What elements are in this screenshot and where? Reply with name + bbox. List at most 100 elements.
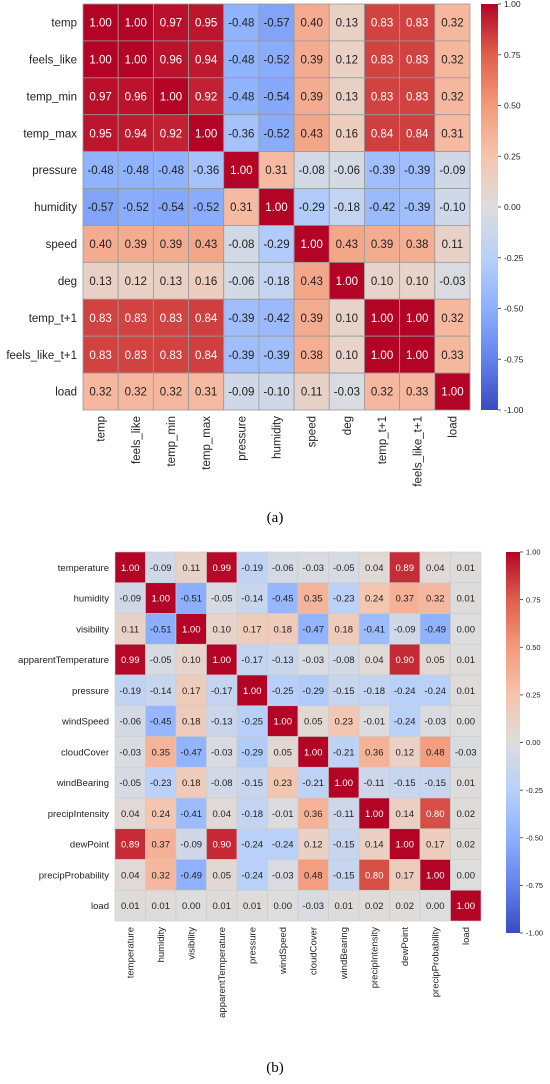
heatmap-cell [419, 766, 451, 799]
cell-value-label: 0.10 [371, 276, 393, 288]
cell-value-label: 0.13 [160, 276, 182, 288]
heatmap-cell [206, 766, 238, 799]
x-tick-label: cloudCover [309, 927, 320, 975]
heatmap-cell [82, 77, 119, 116]
cell-value-label: 1.00 [160, 91, 182, 103]
cell-value-label: -0.15 [394, 778, 416, 789]
heatmap-cell [328, 643, 360, 676]
cell-value-label: -0.49 [424, 624, 446, 635]
cell-value-label: 0.83 [160, 313, 182, 325]
heatmap-cell [450, 705, 482, 737]
heatmap-cell [82, 151, 119, 189]
cell-value-label: 0.83 [406, 55, 428, 67]
cell-value-label: 0.32 [426, 594, 445, 605]
heatmap-cell [175, 674, 207, 707]
cell-value-label: 0.84 [195, 313, 218, 325]
heatmap-cell [114, 643, 146, 676]
y-tick-label: dewPoint [70, 840, 109, 851]
cell-value-label: -0.25 [241, 717, 263, 728]
cell-value-label: 0.38 [300, 350, 322, 362]
cell-value-label: 0.83 [371, 91, 393, 103]
heatmap-cell [399, 261, 436, 300]
colorbar-tick-label: 0.50 [504, 101, 521, 111]
cell-value-label: -0.03 [439, 276, 465, 288]
x-tick-label: temp_min [166, 416, 178, 467]
heatmap-cell [293, 261, 330, 300]
cell-value-label: 0.43 [300, 128, 322, 140]
heatmap-cell [267, 613, 299, 645]
heatmap-cell [175, 736, 207, 768]
cell-value-label: 1.00 [300, 239, 322, 251]
heatmap-cell [358, 643, 390, 676]
cell-value-label: 0.32 [371, 387, 393, 399]
heatmap-cell [114, 551, 146, 584]
heatmap-cell [434, 335, 471, 374]
heatmap-cell [450, 613, 482, 645]
y-tick-label: windBearing [56, 778, 109, 789]
y-tick-label: pressure [72, 686, 109, 697]
heatmap-cell [258, 335, 295, 374]
cell-value-label: 1.00 [365, 809, 384, 820]
cell-value-label: -0.09 [394, 624, 416, 635]
heatmap-cell [114, 705, 146, 737]
heatmap-cell [364, 40, 401, 79]
cell-value-label: -0.51 [150, 624, 172, 635]
colorbar [481, 4, 498, 410]
cell-value-label: -0.39 [404, 165, 430, 177]
heatmap-cell [450, 828, 482, 860]
x-tick-label: feels_like_t+1 [412, 416, 424, 487]
heatmap-cell [188, 151, 225, 189]
cell-value-label: -0.23 [333, 594, 355, 605]
heatmap-cell [434, 114, 471, 153]
heatmap-cell [328, 828, 360, 860]
y-tick-label: speed [46, 239, 77, 251]
cell-value-label: -0.03 [424, 717, 446, 728]
heatmap-cell [114, 674, 146, 707]
cell-value-label: 0.13 [336, 91, 358, 103]
y-tick-label: deg [58, 276, 77, 288]
x-tick-label: temp_max [201, 416, 213, 470]
heatmap-cell [328, 613, 360, 645]
cell-value-label: -0.03 [302, 655, 324, 666]
cell-value-label: 0.00 [457, 717, 476, 728]
x-tick-label: temp [96, 416, 108, 442]
cell-value-label: -0.15 [241, 778, 263, 789]
heatmap-cell [434, 151, 471, 189]
x-tick-label: windSpeed [278, 927, 289, 975]
colorbar-tick-label: 0.00 [526, 738, 541, 747]
heatmap-cell [450, 736, 482, 768]
cell-value-label: -0.10 [439, 202, 465, 214]
cell-value-label: -0.41 [363, 624, 385, 635]
heatmap-cell [82, 261, 119, 300]
heatmap-cell [145, 582, 177, 614]
cell-value-label: -0.57 [263, 18, 289, 30]
cell-value-label: -0.18 [263, 276, 289, 288]
cell-value-label: -0.03 [455, 747, 477, 758]
heatmap-cell [236, 766, 268, 799]
y-tick-label: humidity [74, 594, 110, 605]
cell-value-label: 0.10 [213, 624, 232, 635]
heatmap-cell [82, 372, 119, 411]
heatmap-cell [364, 372, 401, 411]
cell-value-label: -0.19 [119, 686, 141, 697]
cell-value-label: 1.00 [396, 840, 415, 851]
cell-value-label: -0.29 [263, 239, 289, 251]
cell-value-label: 0.83 [371, 18, 393, 30]
heatmap-cell [399, 225, 436, 263]
heatmap-cell [267, 828, 299, 860]
cell-value-label: -0.03 [272, 870, 294, 881]
y-tick-label: temp_max [23, 128, 77, 140]
cell-value-label: 1.00 [125, 55, 147, 67]
cell-value-label: -0.08 [333, 655, 355, 666]
cell-value-label: -0.45 [272, 594, 294, 605]
heatmap-cell [328, 225, 365, 263]
cell-value-label: -0.17 [241, 655, 263, 666]
cell-value-label: -0.06 [228, 276, 254, 288]
heatmap-cell [297, 766, 329, 799]
cell-value-label: 0.10 [182, 655, 201, 666]
heatmap-cell [419, 551, 451, 584]
heatmap-cell [145, 705, 177, 737]
heatmap-cell [450, 766, 482, 799]
cell-value-label: 1.00 [89, 55, 111, 67]
cell-value-label: 1.00 [121, 563, 140, 574]
